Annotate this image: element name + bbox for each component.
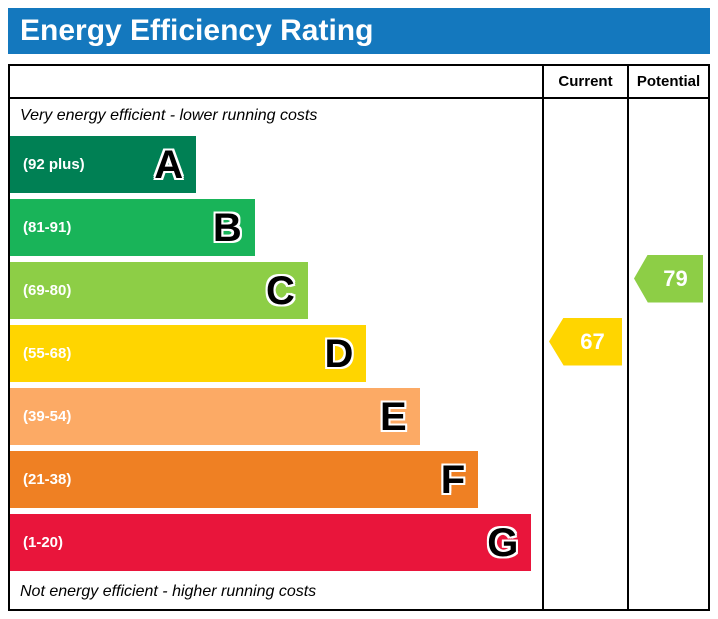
current-rating-marker: 67 — [549, 317, 622, 366]
band-row-b: (81-91) B — [10, 196, 542, 259]
band-letter-c: C — [266, 268, 295, 313]
band-range-b: (81-91) — [23, 219, 72, 236]
top-note: Very energy efficient - lower running co… — [20, 107, 318, 124]
band-row-a: (92 plus) A — [10, 133, 542, 196]
column-header-potential: Potential — [627, 66, 708, 97]
band-range-a: (92 plus) — [23, 156, 85, 173]
rating-scale-column: Very energy efficient - lower running co… — [10, 99, 542, 609]
band-letter-b: B — [212, 205, 242, 250]
chart-header-row: Current Potential — [10, 66, 708, 99]
band-letter-d: D — [324, 331, 354, 376]
header-spacer — [10, 66, 542, 97]
band-letter-a: A — [154, 142, 184, 187]
band-bar-d: (55-68) D — [10, 325, 367, 382]
band-range-e: (39-54) — [23, 408, 72, 425]
current-rating-value: 67 — [580, 328, 605, 354]
current-column: 67 — [542, 99, 627, 609]
chart-body: Very energy efficient - lower running co… — [10, 99, 708, 609]
band-bar-g: (1-20) G — [10, 514, 532, 571]
epc-page: Energy Efficiency Rating Current Potenti… — [8, 8, 710, 611]
page-title: Energy Efficiency Rating — [8, 8, 710, 54]
band-letter-e: E — [379, 394, 407, 439]
band-bar-b: (81-91) B — [10, 199, 255, 256]
potential-rating-value: 79 — [663, 265, 688, 291]
band-row-g: (1-20) G — [10, 511, 542, 574]
band-bar-f: (21-38) F — [10, 451, 479, 508]
band-range-c: (69-80) — [23, 282, 72, 299]
band-range-f: (21-38) — [23, 471, 72, 488]
band-bar-a: (92 plus) A — [10, 136, 197, 193]
band-row-f: (21-38) F — [10, 448, 542, 511]
band-range-g: (1-20) — [23, 534, 64, 551]
energy-efficiency-chart: Current Potential Very energy efficient … — [8, 64, 710, 611]
potential-column: 79 — [627, 99, 708, 609]
band-letter-g: G — [487, 520, 519, 565]
band-row-c: (69-80) C — [10, 259, 542, 322]
band-range-d: (55-68) — [23, 345, 72, 362]
band-bar-e: (39-54) E — [10, 388, 420, 445]
band-row-e: (39-54) E — [10, 385, 542, 448]
band-row-d: (55-68) D — [10, 322, 542, 385]
column-header-current: Current — [542, 66, 627, 97]
bottom-note: Not energy efficient - higher running co… — [20, 582, 317, 600]
band-bar-c: (69-80) C — [10, 262, 308, 319]
band-letter-f: F — [440, 457, 466, 502]
potential-rating-marker: 79 — [634, 254, 703, 303]
